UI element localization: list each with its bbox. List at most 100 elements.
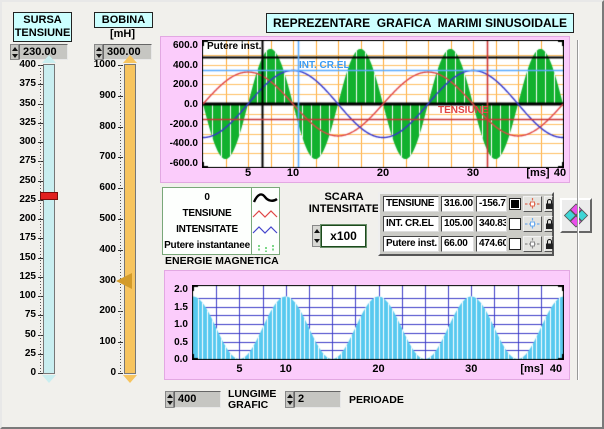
lock-icon xyxy=(546,239,553,249)
slider-tick-label: 350 xyxy=(19,97,36,109)
x-axis-tick-label: 30 xyxy=(466,167,480,179)
legend-item[interactable]: 0 xyxy=(163,190,279,206)
cursor-name[interactable]: TENSIUNE xyxy=(383,196,439,212)
cursor-x-value[interactable]: 316.00 xyxy=(441,196,474,212)
cursor-visible-checkbox[interactable] xyxy=(509,218,521,230)
y-axis-tick-label: -400.0 xyxy=(169,138,198,150)
lock-icon xyxy=(546,199,553,209)
legend-item-label: INTENSITATE xyxy=(176,224,238,235)
cursor-name[interactable]: INT. CR.EL xyxy=(383,216,439,232)
cursor-visible-checkbox[interactable] xyxy=(509,198,521,210)
bobina-spinner-arrows[interactable] xyxy=(94,44,103,60)
slider-tick-label: 25 xyxy=(24,347,36,359)
slider-tick-label: 225 xyxy=(19,193,36,205)
slider-tick-label: 0 xyxy=(110,367,116,378)
y-axis-tick-label: 400.0 xyxy=(172,59,198,71)
cursor-x-value[interactable]: 105.00 xyxy=(441,216,474,232)
perioade-value[interactable]: 2 xyxy=(294,391,341,408)
increment-icon[interactable] xyxy=(95,45,102,52)
cursor-y-value[interactable]: -156.70 xyxy=(476,196,507,212)
decrement-icon[interactable] xyxy=(313,236,320,246)
cursor-lock-button[interactable] xyxy=(544,196,553,212)
slider-tick-label: 300 xyxy=(19,136,36,147)
scara-value[interactable]: x100 xyxy=(320,224,367,248)
lungime-label-line1: LUNGIME xyxy=(228,388,277,400)
x-axis-tick-label: 20 xyxy=(372,363,385,375)
cursor-visible-checkbox[interactable] xyxy=(509,238,521,250)
cursor-lock-button[interactable] xyxy=(544,236,553,252)
cursor-name[interactable]: Putere inst. xyxy=(383,236,439,252)
energie-magnetica-label: ENERGIE MAGNETICA xyxy=(165,255,279,267)
decrement-icon[interactable] xyxy=(286,400,293,408)
increment-icon[interactable] xyxy=(286,392,293,400)
lungime-value[interactable]: 400 xyxy=(174,391,221,408)
cursor-y-value[interactable]: 474.60 xyxy=(476,236,507,252)
slider-tick-label: 275 xyxy=(19,155,36,167)
decrement-icon[interactable] xyxy=(166,400,173,408)
sursa-tensiune-label: SURSA TENSIUNE xyxy=(13,12,72,42)
sursa-label-line1: SURSA xyxy=(23,14,62,26)
cursor-lock-button[interactable] xyxy=(544,216,553,232)
cursor-crosshair-button[interactable] xyxy=(523,196,542,212)
y-axis-tick-label: 0.0 xyxy=(174,354,188,365)
page-title: REPREZENTARE GRAFICA MARIMI SINUSOIDALE xyxy=(266,13,574,33)
y-axis-tick-label: 200.0 xyxy=(172,79,198,91)
slider-tick-label: 0 xyxy=(30,367,36,378)
sursa-value-spinner[interactable]: 230.00 xyxy=(10,44,68,60)
perioade-label: PERIOADE xyxy=(349,394,404,406)
legend-swatch-icon xyxy=(252,191,280,210)
slider-track[interactable] xyxy=(124,64,136,374)
slider-tick-label: 150 xyxy=(19,251,36,263)
plot-series-label: Putere inst. xyxy=(207,41,262,52)
main-chart-plot[interactable] xyxy=(202,40,564,168)
x-axis-end-label: 40 xyxy=(553,167,567,179)
legend-item[interactable]: INTENSITATE xyxy=(163,222,279,238)
x-axis-tick-label: 5 xyxy=(236,363,243,375)
cursor-y-value[interactable]: 340.83 xyxy=(476,216,507,232)
energy-chart-plot[interactable] xyxy=(192,285,564,360)
plot-legend[interactable]: 0 TENSIUNE INTENSITATE Putere instantanee xyxy=(162,187,280,255)
lungime-grafic-spinner[interactable]: 400 xyxy=(165,391,221,408)
scara-spinner[interactable]: x100 xyxy=(312,224,367,248)
cursor-x-value[interactable]: 66.00 xyxy=(441,236,474,252)
slider-tick-label: 300 xyxy=(99,274,116,286)
slider-tick-label: 600 xyxy=(99,182,116,194)
crosshair-icon xyxy=(525,218,540,230)
slider-handle[interactable] xyxy=(116,272,132,289)
increment-icon[interactable] xyxy=(11,45,18,52)
cursor-crosshair-button[interactable] xyxy=(523,236,542,252)
y-axis-tick-label: 0.5 xyxy=(174,336,188,348)
legend-item[interactable]: TENSIUNE xyxy=(163,206,279,222)
lungime-spinner-arrows[interactable] xyxy=(165,391,174,408)
lungime-grafic-label: LUNGIME GRAFIC xyxy=(228,389,292,411)
slider-tick-label: 125 xyxy=(19,270,36,282)
cursor-mover-button[interactable] xyxy=(560,198,592,233)
increment-icon[interactable] xyxy=(166,392,173,400)
legend-item-label: 0 xyxy=(204,192,210,203)
perioade-spinner-arrows[interactable] xyxy=(285,391,294,408)
slider-handle[interactable] xyxy=(40,191,58,200)
legend-item[interactable]: Putere instantanee xyxy=(163,238,279,254)
y-axis-tick-label: -200.0 xyxy=(169,118,198,130)
slider-minor-ticks xyxy=(120,65,121,373)
x-axis-tick-label: 20 xyxy=(376,167,390,179)
decrement-icon[interactable] xyxy=(11,52,18,59)
cursor-crosshair-button[interactable] xyxy=(523,216,542,232)
y-axis-tick-label: -600.0 xyxy=(169,158,198,169)
increment-icon[interactable] xyxy=(313,226,320,236)
checkbox-check-icon xyxy=(511,200,519,208)
legend-item-label: TENSIUNE xyxy=(182,208,232,219)
perioade-spinner[interactable]: 2 xyxy=(285,391,341,408)
x-axis-unit-label: [ms] xyxy=(526,167,550,179)
slider-track[interactable] xyxy=(43,64,55,374)
x-axis-tick-label: 30 xyxy=(465,363,478,375)
scara-spinner-arrows[interactable] xyxy=(312,225,321,247)
scara-intensitate-label: SCARA INTENSITATE xyxy=(296,191,392,215)
decrement-icon[interactable] xyxy=(95,52,102,59)
slider-tick-label: 800 xyxy=(99,120,116,132)
sursa-spinner-arrows[interactable] xyxy=(10,44,19,60)
slider-tick-label: 325 xyxy=(19,116,36,128)
slider-tick-label: 100 xyxy=(99,336,116,348)
x-axis-tick-label: 10 xyxy=(286,167,300,179)
